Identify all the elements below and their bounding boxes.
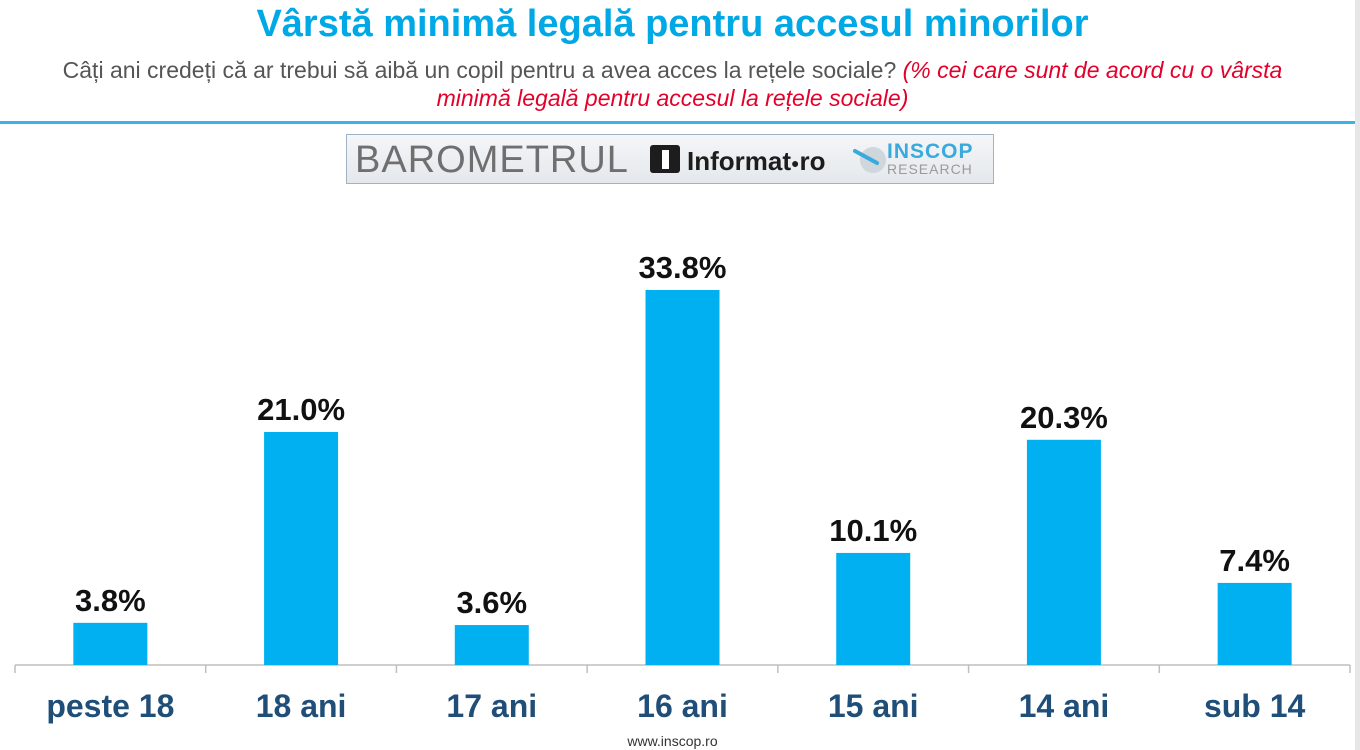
category-label: sub 14 [1204, 688, 1306, 724]
inscop-logo-text: INSCOP [887, 140, 974, 163]
data-label: 21.0% [257, 392, 345, 427]
informat-tld: ro [799, 146, 826, 176]
chart-subtitle: Câți ani credeți că ar trebui să aibă un… [40, 56, 1305, 112]
informat-logo-text: Informat●ro [687, 146, 826, 176]
inscop-logo-icon [853, 147, 886, 173]
data-label: 3.8% [75, 583, 146, 618]
category-label: 14 ani [1019, 688, 1110, 724]
data-label: 20.3% [1020, 400, 1108, 435]
bar [454, 625, 529, 665]
category-label: peste 18 [46, 688, 174, 724]
bar [836, 552, 911, 665]
inscop-logo-subtext: RESEARCH [887, 161, 973, 177]
informat-name: Informat [687, 146, 791, 176]
category-label: 18 ani [256, 688, 347, 724]
bar [73, 622, 148, 665]
data-label: 7.4% [1219, 543, 1290, 578]
category-label: 15 ani [828, 688, 919, 724]
subtitle-question: Câți ani credeți că ar trebui să aibă un… [62, 57, 897, 83]
footer-url: www.inscop.ro [627, 733, 718, 749]
category-label: 16 ani [637, 688, 728, 724]
bar [645, 290, 720, 665]
informat-logo-icon [650, 145, 680, 173]
chart-title: Vârstă minimă legală pentru accesul mino… [256, 3, 1089, 45]
bar [1217, 582, 1292, 665]
bar [1026, 439, 1101, 665]
barometer-logo-text: BAROMETRUL [355, 139, 629, 181]
data-label: 10.1% [829, 513, 917, 548]
header-divider [0, 121, 1360, 124]
category-label: 17 ani [446, 688, 537, 724]
subtitle-note: (% cei care sunt de acord cu o vârsta mi… [436, 57, 1283, 111]
right-edge-strip [1355, 0, 1360, 750]
bar [264, 432, 339, 665]
barometer-logo-banner: BAROMETRUL Informat●ro INSCOP RESEARCH [346, 134, 994, 184]
data-label: 3.6% [456, 585, 527, 620]
data-label: 33.8% [639, 250, 727, 285]
